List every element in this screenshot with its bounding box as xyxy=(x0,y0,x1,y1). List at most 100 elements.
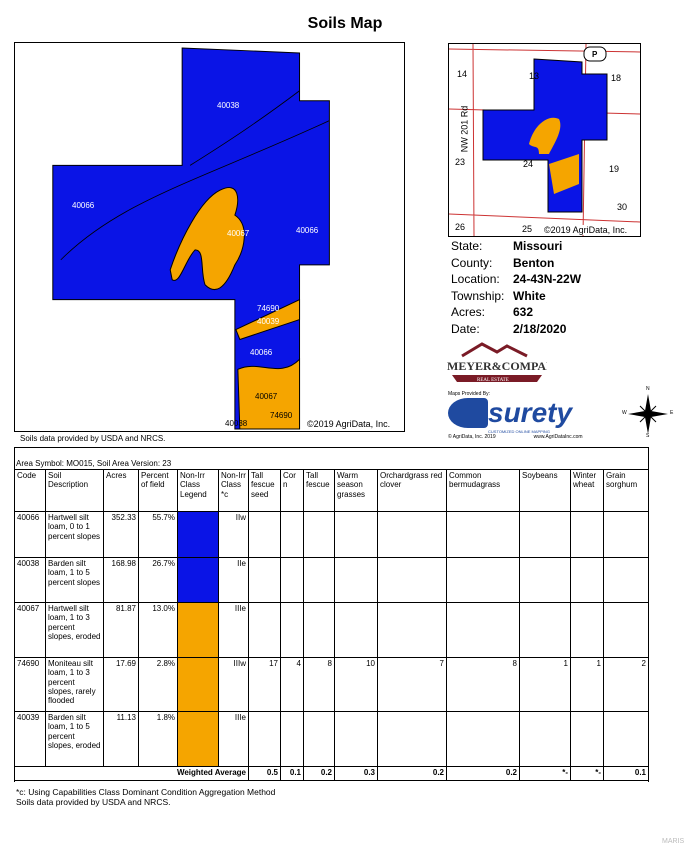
cell-yield xyxy=(303,511,335,558)
cell-class-legend-swatch xyxy=(177,557,219,603)
road-label: NW 201 Rd xyxy=(459,105,470,153)
cell-yield: 17 xyxy=(248,657,281,712)
weighted-average-value: 0.1 xyxy=(603,766,649,781)
cell-yield: 8 xyxy=(446,657,520,712)
section-label: 19 xyxy=(609,164,620,174)
svg-text:REAL ESTATE: REAL ESTATE xyxy=(477,378,509,383)
info-value: Benton xyxy=(513,255,555,270)
cell-yield xyxy=(519,711,571,767)
cell-class: IIIe xyxy=(218,711,249,767)
page-title: Soils Map xyxy=(307,15,383,32)
column-header: Grain sorghum xyxy=(603,469,649,512)
info-value: White xyxy=(513,288,546,303)
cell-yield xyxy=(280,557,304,603)
table-header-row: Code Soil Description Acres Percent of fiel… xyxy=(14,469,649,512)
cell-class: IIIe xyxy=(218,602,249,658)
surety-copyright: © AgriData, Inc. 2019 xyxy=(448,434,496,440)
cell-yield: 7 xyxy=(377,657,447,712)
cell-yield xyxy=(377,557,447,603)
map-label: 74690 xyxy=(270,411,293,420)
cell-yield xyxy=(334,711,378,767)
table-caption: Area Symbol: MO015, Soil Area Version: 2… xyxy=(16,459,172,468)
cell-yield: 8 xyxy=(303,657,335,712)
cell-percent: 2.8% xyxy=(138,657,178,712)
weighted-average-value: 0.5 xyxy=(248,766,281,781)
info-key: State: xyxy=(451,239,483,253)
cell-description: Hartwell silt loam, 1 to 3 percent slope… xyxy=(45,602,104,658)
cell-yield xyxy=(446,602,520,658)
cell-yield xyxy=(603,511,649,558)
main-soils-map: 40038 40066 40067 40066 74690 40039 4006… xyxy=(14,42,405,432)
table-row: 40039 Barden silt loam, 1 to 5 percent sl… xyxy=(14,711,649,767)
cell-code: 40039 xyxy=(14,711,46,767)
compass-e: E xyxy=(670,410,674,416)
cell-yield xyxy=(303,711,335,767)
info-key: Date: xyxy=(451,321,480,336)
cell-yield xyxy=(280,711,304,767)
map-label: 40066 xyxy=(296,226,319,235)
cell-acres: 11.13 xyxy=(103,711,139,767)
footnotes: *c: Using Capabilities Class Dominant Co… xyxy=(16,787,275,807)
column-header: Acres xyxy=(103,469,139,512)
cell-yield: 1 xyxy=(519,657,571,712)
column-header: Code xyxy=(14,469,46,512)
cell-description: Hartwell silt loam, 0 to 1 percent slope… xyxy=(45,511,104,558)
column-header: Common bermudagrass xyxy=(446,469,520,512)
table-row: 74690 Moniteau silt loam, 1 to 3 percent … xyxy=(14,657,649,712)
map-source-note: Soils data provided by USDA and NRCS. xyxy=(20,434,166,443)
column-header: Tall fescue seed xyxy=(248,469,281,512)
cell-class-legend-swatch xyxy=(177,657,219,712)
table-row: 40038 Barden silt loam, 1 to 5 percent sl… xyxy=(14,557,649,603)
cell-yield xyxy=(280,511,304,558)
column-header: Soil Description xyxy=(45,469,104,512)
weighted-average-row: Weighted Average 0.5 0.1 0.2 0.3 0.2 0.2 *- *- 0.… xyxy=(14,766,649,781)
column-header: Non-Irr Class *c xyxy=(218,469,249,512)
map-label: 40038 xyxy=(225,419,248,428)
compass-rose-icon: N S W E xyxy=(622,386,674,445)
weighted-average-value: 0.2 xyxy=(446,766,520,781)
cell-class: IIIw xyxy=(218,657,249,712)
section-label: 26 xyxy=(455,222,466,232)
cell-yield xyxy=(570,511,604,558)
cell-yield xyxy=(519,602,571,658)
cell-acres: 17.69 xyxy=(103,657,139,712)
column-header: Non-Irr Class Legend xyxy=(177,469,219,512)
map-copyright: ©2019 AgriData, Inc. xyxy=(307,419,391,429)
section-label: 13 xyxy=(529,71,540,81)
info-key: Location: xyxy=(451,272,500,287)
highway-p-label: P xyxy=(592,50,598,59)
weighted-average-value: 0.2 xyxy=(377,766,447,781)
column-header: Tall fescue xyxy=(303,469,335,512)
section-label: 14 xyxy=(457,69,468,79)
cell-yield: 1 xyxy=(570,657,604,712)
column-header: Cor n xyxy=(280,469,304,512)
soil-polygons xyxy=(52,47,330,430)
cell-yield xyxy=(248,511,281,558)
cell-yield xyxy=(519,511,571,558)
cell-yield: 10 xyxy=(334,657,378,712)
cell-class: IIw xyxy=(218,511,249,558)
column-header: Orchardgrass red clover xyxy=(377,469,447,512)
cell-yield xyxy=(570,711,604,767)
cell-yield xyxy=(334,511,378,558)
cell-yield xyxy=(603,557,649,603)
map-label: 40067 xyxy=(255,392,278,401)
compass-w: W xyxy=(622,410,627,416)
weighted-average-value: 0.1 xyxy=(280,766,304,781)
cell-percent: 13.0% xyxy=(138,602,178,658)
surety-name: surety xyxy=(488,397,573,428)
footnote-source: Soils data provided by USDA and NRCS. xyxy=(16,797,171,807)
compass-n: N xyxy=(646,386,650,392)
column-header: Winter wheat xyxy=(570,469,604,512)
globe-icon xyxy=(448,398,488,428)
svg-text:MEYER&COMPANY: MEYER&COMPANY xyxy=(447,359,547,373)
info-key: Acres: xyxy=(451,305,486,320)
cell-yield xyxy=(377,511,447,558)
cell-percent: 26.7% xyxy=(138,557,178,603)
column-header: Warm season grasses xyxy=(334,469,378,512)
map-label: 40066 xyxy=(250,348,273,357)
surety-url: www.AgriDataInc.com xyxy=(533,434,583,440)
cell-class-legend-swatch xyxy=(177,602,219,658)
cell-acres: 352.33 xyxy=(103,511,139,558)
